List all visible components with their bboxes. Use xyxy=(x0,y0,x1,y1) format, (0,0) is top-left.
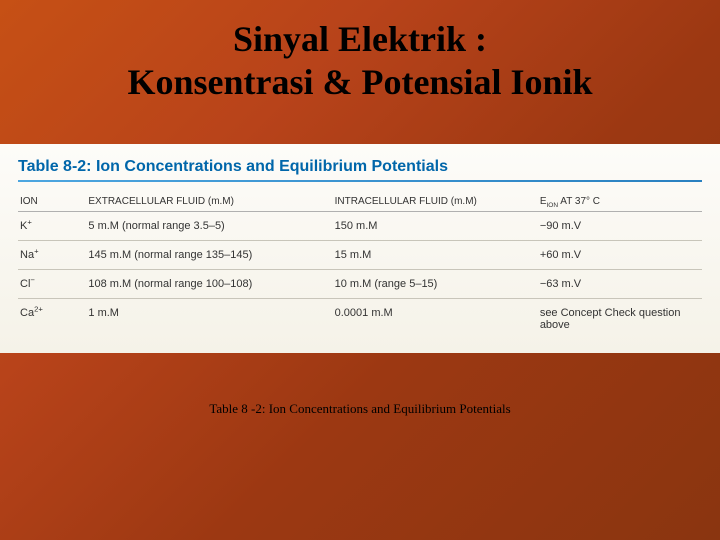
title-line-1: Sinyal Elektrik : xyxy=(233,19,487,59)
header-ecf: EXTRACELLULAR FLUID (m.M) xyxy=(86,192,332,212)
table-row: Na+ 145 m.M (normal range 135–145) 15 m.… xyxy=(18,241,702,270)
cell-ecf: 5 m.M (normal range 3.5–5) xyxy=(86,212,332,241)
cell-ion: Na+ xyxy=(18,241,86,270)
header-icf: INTRACELLULAR FLUID (m.M) xyxy=(333,192,538,212)
cell-icf: 0.0001 m.M xyxy=(333,299,538,340)
cell-eion: see Concept Check question above xyxy=(538,299,702,340)
cell-ecf: 145 m.M (normal range 135–145) xyxy=(86,241,332,270)
cell-ecf: 1 m.M xyxy=(86,299,332,340)
figure-caption: Table 8 -2: Ion Concentrations and Equil… xyxy=(0,401,720,417)
cell-eion: +60 m.V xyxy=(538,241,702,270)
cell-icf: 150 m.M xyxy=(333,212,538,241)
table-row: Ca2+ 1 m.M 0.0001 m.M see Concept Check … xyxy=(18,299,702,340)
cell-ecf: 108 m.M (normal range 100–108) xyxy=(86,270,332,299)
cell-icf: 15 m.M xyxy=(333,241,538,270)
table-container: Table 8-2: Ion Concentrations and Equili… xyxy=(0,144,720,353)
table-title: Table 8-2: Ion Concentrations and Equili… xyxy=(18,152,702,180)
ion-table: ION EXTRACELLULAR FLUID (m.M) INTRACELLU… xyxy=(18,192,702,339)
cell-ion: Cl− xyxy=(18,270,86,299)
table-row: K+ 5 m.M (normal range 3.5–5) 150 m.M −9… xyxy=(18,212,702,241)
cell-ion: K+ xyxy=(18,212,86,241)
cell-ion: Ca2+ xyxy=(18,299,86,340)
header-eion: EION AT 37° C xyxy=(538,192,702,212)
table-header-row: ION EXTRACELLULAR FLUID (m.M) INTRACELLU… xyxy=(18,192,702,212)
title-line-2: Konsentrasi & Potensial Ionik xyxy=(127,62,592,102)
table-row: Cl− 108 m.M (normal range 100–108) 10 m.… xyxy=(18,270,702,299)
table-title-rule xyxy=(18,180,702,182)
cell-eion: −90 m.V xyxy=(538,212,702,241)
cell-eion: −63 m.V xyxy=(538,270,702,299)
header-ion: ION xyxy=(18,192,86,212)
table-body: K+ 5 m.M (normal range 3.5–5) 150 m.M −9… xyxy=(18,212,702,340)
table-inner: Table 8-2: Ion Concentrations and Equili… xyxy=(0,144,720,353)
slide-title: Sinyal Elektrik : Konsentrasi & Potensia… xyxy=(0,0,720,114)
cell-icf: 10 m.M (range 5–15) xyxy=(333,270,538,299)
